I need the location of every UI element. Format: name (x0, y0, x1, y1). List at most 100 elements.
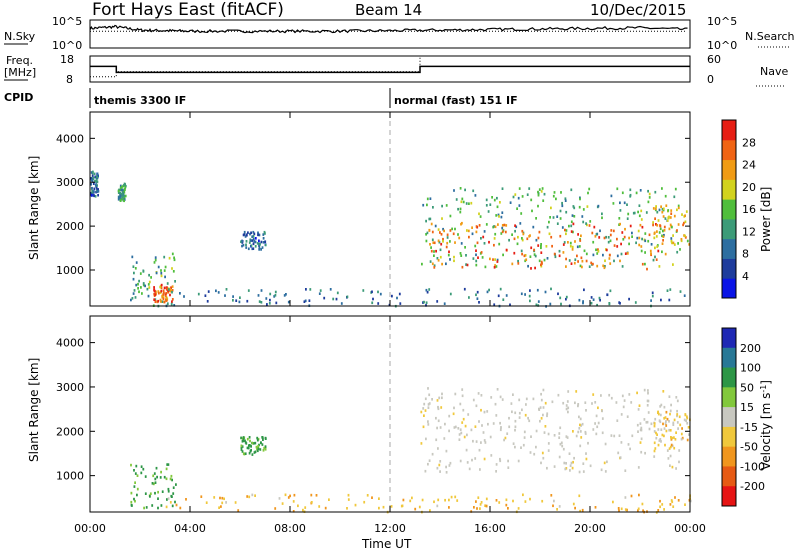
heatmap-cell (487, 422, 489, 426)
heatmap-cell (90, 177, 93, 180)
heatmap-cell (148, 286, 151, 289)
heatmap-cell (308, 299, 311, 302)
heatmap-cell (140, 465, 143, 468)
heatmap-cell (624, 496, 627, 499)
heatmap-cell (480, 394, 483, 397)
heatmap-cell (568, 452, 571, 455)
heatmap-cell (90, 178, 93, 182)
heatmap-cell (439, 470, 441, 473)
heatmap-cell (676, 413, 679, 416)
heatmap-cell (465, 263, 467, 266)
heatmap-cell (96, 190, 99, 193)
colorbar-tick-label: 100 (740, 362, 761, 375)
heatmap-cell (428, 217, 431, 221)
heatmap-cell (661, 210, 664, 214)
y-tick-label: 1000 (56, 264, 84, 277)
colorbar-swatch (722, 120, 736, 141)
heatmap-cell (656, 230, 658, 233)
colorbar-swatch (722, 347, 736, 369)
heatmap-cell (529, 289, 531, 292)
colorbar-swatch (722, 387, 736, 408)
heatmap-cell (159, 285, 162, 289)
heatmap-cell (517, 262, 520, 265)
heatmap-cell (601, 409, 603, 413)
nave-label: Nave (760, 65, 788, 78)
heatmap-cell (562, 401, 565, 405)
heatmap-cell (610, 194, 613, 198)
heatmap-cell (336, 291, 339, 295)
heatmap-cell (242, 243, 245, 247)
heatmap-cell (461, 394, 464, 398)
heatmap-cell (505, 248, 508, 252)
heatmap-cell (253, 239, 256, 243)
heatmap-cell (572, 502, 575, 506)
heatmap-cell (664, 252, 667, 256)
heatmap-cell (546, 466, 548, 470)
heatmap-cell (431, 238, 434, 242)
heatmap-cell (157, 497, 159, 500)
heatmap-cell (582, 208, 585, 211)
heatmap-cell (602, 264, 605, 268)
heatmap-cell (500, 426, 502, 429)
heatmap-cell (154, 477, 157, 481)
heatmap-cell (659, 413, 662, 417)
heatmap-cell (225, 288, 228, 291)
heatmap-cell (670, 436, 672, 439)
heatmap-cell (123, 199, 125, 203)
heatmap-cell (433, 241, 436, 245)
heatmap-cell (686, 416, 689, 420)
heatmap-cell (425, 437, 427, 441)
heatmap-cell (245, 243, 247, 247)
heatmap-cell (424, 469, 427, 473)
heatmap-cell (304, 506, 307, 509)
heatmap-cell (517, 459, 520, 463)
heatmap-cell (171, 289, 174, 292)
heatmap-cell (287, 496, 290, 499)
heatmap-cell (674, 438, 677, 441)
heatmap-cell (390, 505, 393, 508)
heatmap-cell (537, 300, 540, 303)
heatmap-cell (655, 235, 658, 238)
heatmap-cell (97, 193, 99, 197)
heatmap-cell (571, 245, 574, 249)
heatmap-cell (594, 401, 597, 404)
heatmap-cell (148, 280, 151, 284)
heatmap-cell (486, 290, 489, 294)
heatmap-cell (457, 207, 459, 211)
heatmap-cell (558, 432, 561, 435)
heatmap-cell (684, 236, 687, 239)
heatmap-cell (540, 243, 542, 246)
heatmap-cell (147, 294, 150, 298)
heatmap-cell (162, 292, 165, 296)
heatmap-cell (173, 258, 176, 262)
heatmap-cell (540, 461, 542, 465)
heatmap-cell (263, 230, 266, 234)
heatmap-cell (464, 424, 467, 428)
heatmap-cell (669, 503, 672, 506)
heatmap-cell (626, 252, 629, 255)
heatmap-cell (580, 234, 582, 238)
heatmap-cell (379, 292, 382, 296)
heatmap-cell (665, 429, 668, 433)
heatmap-cell (573, 261, 576, 265)
heatmap-cell (641, 237, 643, 241)
heatmap-cell (594, 506, 597, 509)
heatmap-cell (165, 291, 168, 295)
heatmap-cell (460, 222, 462, 226)
heatmap-cell (166, 463, 169, 466)
heatmap-cell (648, 192, 651, 196)
heatmap-cell (423, 414, 425, 417)
heatmap-cell (648, 196, 651, 199)
heatmap-cell (599, 229, 601, 233)
heatmap-cell (241, 450, 244, 453)
heatmap-cell (453, 189, 455, 192)
heatmap-cell (378, 497, 380, 500)
heatmap-cell (637, 466, 640, 469)
heatmap-cell (248, 241, 251, 244)
heatmap-cell (154, 300, 157, 303)
heatmap-cell (514, 445, 516, 449)
heatmap-cell (477, 496, 480, 499)
heatmap-cell (638, 214, 641, 218)
